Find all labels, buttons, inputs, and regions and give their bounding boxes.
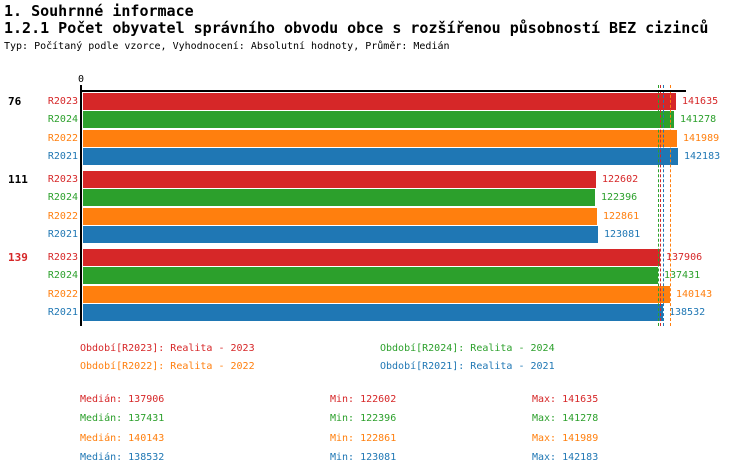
legend-item-r2021: Období[R2021]: Realita - 2021 (380, 361, 555, 372)
value-axis-line (80, 90, 686, 92)
group-label-139: 139 (8, 251, 28, 264)
series-label-R2023: R2023 (47, 174, 78, 185)
bar-value-R2021-76: 142183 (684, 151, 721, 162)
stat-min-r2023: Min: 122602 (330, 394, 397, 405)
median-line-R2023 (660, 85, 661, 326)
stat-max-r2024: Max: 141278 (532, 413, 599, 424)
stat-max-r2023: Max: 141635 (532, 394, 599, 405)
bar-R2021-139 (83, 304, 663, 321)
group-label-76: 76 (8, 95, 22, 108)
bar-R2024-139 (83, 267, 658, 284)
category-axis-line (80, 85, 82, 326)
indicator-subtitle: Typ: Počítaný podle vzorce, Vyhodnocení:… (4, 41, 450, 52)
series-label-R2023: R2023 (47, 96, 78, 107)
median-line-R2021 (663, 85, 664, 326)
section-title: 1. Souhrnné informace (4, 2, 194, 20)
series-label-R2024: R2024 (47, 270, 78, 281)
bar-value-R2024-76: 141278 (680, 114, 717, 125)
bar-R2024-111 (83, 189, 595, 206)
series-label-R2022: R2022 (47, 211, 78, 222)
stat-max-r2021: Max: 142183 (532, 452, 599, 463)
bar-R2024-76 (83, 111, 674, 128)
axis-zero-label: 0 (77, 74, 85, 85)
bar-value-R2022-76: 141989 (683, 133, 720, 144)
series-label-R2021: R2021 (47, 151, 78, 162)
series-label-R2024: R2024 (47, 192, 78, 203)
median-line-R2022 (670, 85, 671, 326)
bar-value-R2021-139: 138532 (669, 307, 706, 318)
series-label-R2021: R2021 (47, 229, 78, 240)
bar-value-R2023-139: 137906 (666, 252, 703, 263)
stat-median-r2022: Medián: 140143 (80, 433, 165, 444)
stat-median-r2021: Medián: 138532 (80, 452, 165, 463)
stat-min-r2024: Min: 122396 (330, 413, 397, 424)
stat-median-r2024: Medián: 137431 (80, 413, 165, 424)
bar-value-R2021-111: 123081 (604, 229, 641, 240)
bar-value-R2024-111: 122396 (601, 192, 638, 203)
bar-value-R2022-111: 122861 (603, 211, 640, 222)
bar-R2022-111 (83, 208, 597, 225)
series-label-R2021: R2021 (47, 307, 78, 318)
bar-value-R2022-139: 140143 (676, 289, 713, 300)
legend-item-r2024: Období[R2024]: Realita - 2024 (380, 343, 555, 354)
group-label-111: 111 (8, 173, 28, 186)
median-line-R2024 (658, 85, 659, 326)
bar-R2023-111 (83, 171, 596, 188)
series-label-R2022: R2022 (47, 289, 78, 300)
bar-R2023-76 (83, 93, 676, 110)
bar-value-R2024-139: 137431 (664, 270, 701, 281)
series-label-R2022: R2022 (47, 133, 78, 144)
stat-min-r2021: Min: 123081 (330, 452, 397, 463)
bar-R2021-111 (83, 226, 598, 243)
bar-R2023-139 (83, 249, 660, 266)
stat-min-r2022: Min: 122861 (330, 433, 397, 444)
legend-item-r2022: Období[R2022]: Realita - 2022 (80, 361, 255, 372)
series-label-R2023: R2023 (47, 252, 78, 263)
stat-max-r2022: Max: 141989 (532, 433, 599, 444)
bar-R2021-76 (83, 148, 678, 165)
bar-R2022-139 (83, 286, 670, 303)
legend-item-r2023: Období[R2023]: Realita - 2023 (80, 343, 255, 354)
bar-value-R2023-111: 122602 (602, 174, 639, 185)
series-label-R2024: R2024 (47, 114, 78, 125)
bar-R2022-76 (83, 130, 677, 147)
bar-value-R2023-76: 141635 (682, 96, 719, 107)
indicator-title: 1.2.1 Počet obyvatel správního obvodu ob… (4, 19, 709, 37)
stat-median-r2023: Medián: 137906 (80, 394, 165, 405)
